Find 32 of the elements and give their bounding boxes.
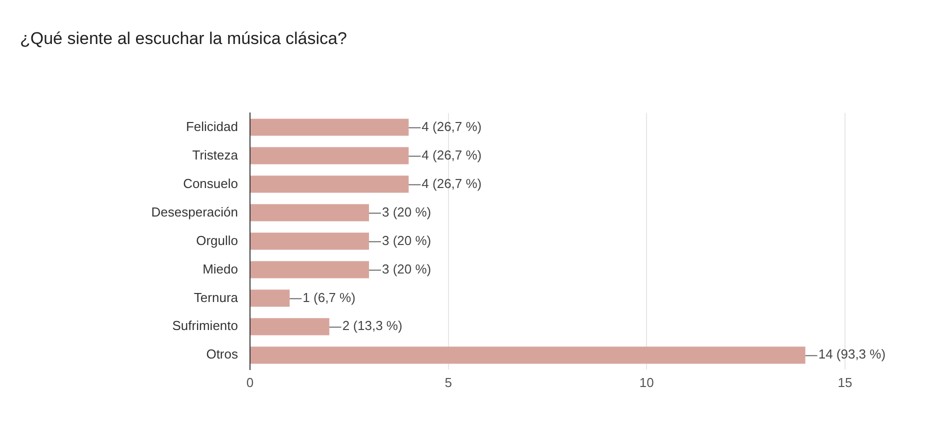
bar — [250, 204, 369, 222]
x-tick-label: 0 — [246, 374, 254, 390]
data-label: 3 (20 %) — [382, 261, 432, 276]
data-label: 2 (13,3 %) — [342, 318, 402, 334]
y-tick-label: Desesperación — [151, 204, 238, 220]
data-label: 3 (20 %) — [382, 232, 432, 248]
bar — [250, 318, 330, 336]
chart-title: ¿Qué siente al escuchar la música clásica? — [20, 29, 347, 49]
data-label: 14 (93,3 %) — [818, 346, 886, 362]
bar — [250, 232, 369, 250]
bar — [250, 261, 369, 278]
y-tick-label: Miedo — [202, 261, 238, 276]
bar — [250, 118, 409, 136]
y-tick-label: Orgullo — [196, 232, 238, 248]
x-tick-label: 5 — [444, 374, 452, 390]
y-tick-label: Felicidad — [186, 118, 238, 134]
y-tick-label: Otros — [206, 346, 238, 362]
data-label: 4 (26,7 %) — [422, 176, 482, 191]
data-label: 4 (26,7 %) — [422, 147, 482, 162]
y-tick-label: Sufrimiento — [172, 318, 238, 334]
data-label: 1 (6,7 %) — [302, 290, 356, 305]
data-label: 4 (26,7 %) — [422, 118, 482, 134]
bar — [250, 346, 806, 364]
bar — [250, 176, 409, 193]
y-tick-label: Consuelo — [183, 176, 238, 191]
bar — [250, 290, 290, 307]
bar — [250, 147, 409, 164]
y-tick-label: Ternura — [194, 290, 239, 305]
y-tick-label: Tristeza — [192, 147, 239, 162]
data-label: 3 (20 %) — [382, 204, 432, 220]
x-tick-label: 15 — [838, 374, 852, 390]
x-tick-label: 10 — [639, 374, 654, 390]
